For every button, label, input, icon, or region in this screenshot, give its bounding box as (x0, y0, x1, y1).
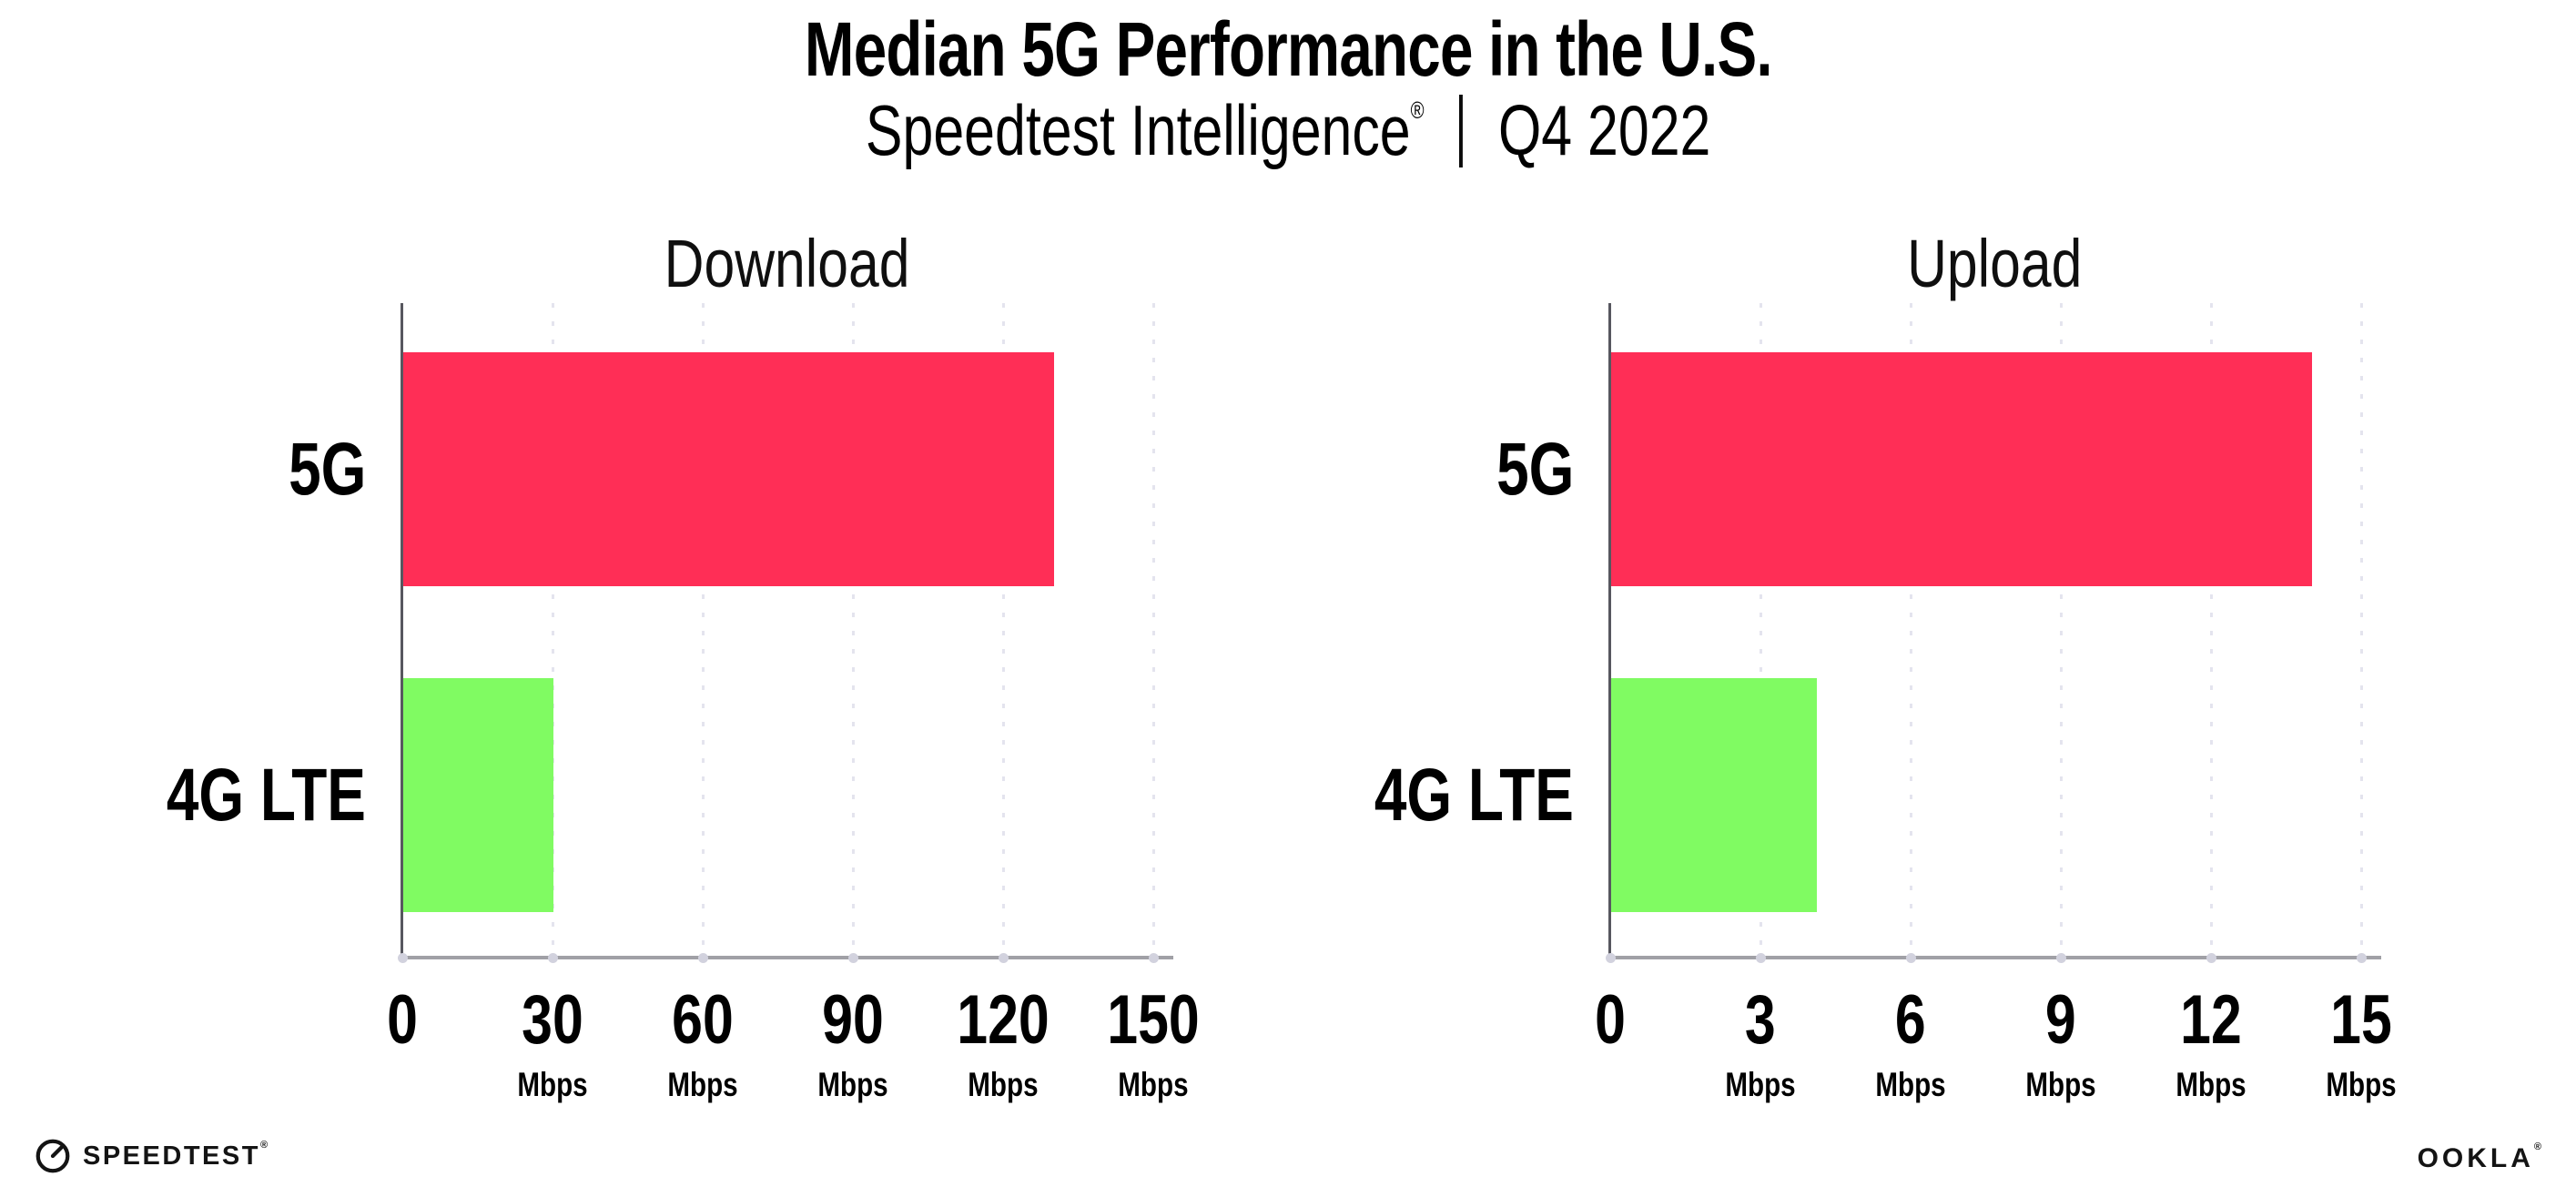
subtitle-brand: Speedtest Intelligence (865, 90, 1411, 170)
bar-4g-lte (403, 678, 553, 912)
speedtest-logo: SPEEDTEST® (35, 1138, 270, 1174)
category-label-5g: 5G (1496, 427, 1574, 511)
category-label-4g-lte: 4G LTE (166, 753, 366, 837)
axis-tick-dot (1606, 953, 1616, 963)
x-tick-label: 30 (522, 981, 583, 1059)
gridline (2210, 303, 2213, 958)
gridline (852, 303, 855, 958)
bar-4g-lte (1611, 678, 1817, 912)
x-tick: 0 (1591, 986, 1629, 1055)
subtitle-period: Q4 2022 (1497, 90, 1711, 170)
x-tick-label: 9 (2045, 981, 2076, 1059)
chart-download: Download 0 30 Mbps 60 Mbps 90 Mbps 120 Mbps 150 Mb… (167, 226, 1200, 1101)
gridline (2360, 303, 2363, 958)
axis-tick-dot (1756, 953, 1766, 963)
plot-area (398, 303, 1173, 963)
ookla-wordmark: OOKLA (2417, 1143, 2534, 1173)
figure-title-text: Median 5G Performance in the U.S. (804, 6, 1773, 92)
x-tick: 90 Mbps (809, 981, 898, 1103)
category-label-5g: 5G (288, 427, 366, 511)
x-tick-label: 150 (1107, 981, 1200, 1059)
ookla-registered-mark: ® (2533, 1141, 2545, 1152)
chart-title: Upload (1907, 226, 2083, 301)
x-tick-label: 12 (2180, 981, 2242, 1059)
x-tick-label: 6 (1895, 981, 1926, 1059)
x-tick-unit: Mbps (2025, 1066, 2096, 1103)
x-tick-label: 120 (957, 981, 1050, 1059)
chart-upload: Upload 0 3 Mbps 6 Mbps 9 Mbps 12 Mbps 15 Mbps 5G 4G … (1374, 226, 2397, 1101)
figure-title: Median 5G Performance in the U.S. (0, 5, 2576, 94)
x-tick: 120 Mbps (946, 981, 1061, 1103)
speedtest-registered-mark: ® (259, 1139, 270, 1151)
x-tick: 12 Mbps (2167, 981, 2256, 1103)
x-tick: 15 Mbps (2317, 981, 2406, 1103)
ookla-logo: OOKLA® (2417, 1141, 2545, 1174)
x-tick: 3 Mbps (1717, 981, 1805, 1103)
x-tick-unit: Mbps (1118, 1066, 1189, 1103)
axis-tick-dot (2357, 953, 2367, 963)
category-label-4g-lte: 4G LTE (1374, 753, 1574, 837)
x-tick: 0 (383, 986, 421, 1055)
x-tick-label: 3 (1745, 981, 1776, 1059)
gridline (1002, 303, 1005, 958)
registered-trademark: ® (1410, 96, 1425, 124)
gridline (552, 303, 554, 958)
x-tick-unit: Mbps (2175, 1066, 2246, 1103)
x-tick-label: 0 (387, 981, 418, 1059)
y-axis-line (401, 303, 403, 959)
bar-5g (403, 352, 1054, 586)
x-tick-unit: Mbps (667, 1066, 738, 1103)
axis-tick-dot (398, 953, 408, 963)
x-tick-unit: Mbps (1875, 1066, 1946, 1103)
x-tick-label: 0 (1595, 981, 1626, 1059)
figure-subtitle: Speedtest Intelligence® Q4 2022 (0, 89, 2576, 172)
plot-area (1606, 303, 2381, 963)
gridline (1152, 303, 1155, 958)
speedtest-gauge-icon (35, 1139, 70, 1173)
x-tick: 60 Mbps (659, 981, 747, 1103)
axis-tick-dot (848, 953, 858, 963)
gridline (1760, 303, 1762, 958)
bar-5g (1611, 352, 2312, 586)
x-tick-label: 90 (822, 981, 884, 1059)
gridline (1910, 303, 1912, 958)
x-tick: 6 Mbps (1867, 981, 1955, 1103)
x-tick: 9 Mbps (2017, 981, 2105, 1103)
x-tick-unit: Mbps (968, 1066, 1039, 1103)
x-tick-unit: Mbps (2326, 1066, 2397, 1103)
axis-tick-dot (1149, 953, 1159, 963)
speedtest-wordmark: SPEEDTEST® (83, 1139, 270, 1171)
chart-title: Download (664, 226, 910, 301)
axis-tick-dot (2206, 953, 2216, 963)
x-axis-line (401, 956, 1173, 959)
subtitle-separator (1459, 95, 1464, 167)
axis-tick-dot (548, 953, 558, 963)
y-axis-line (1608, 303, 1611, 959)
axis-tick-dot (698, 953, 708, 963)
axis-tick-dot (999, 953, 1009, 963)
x-tick-label: 60 (672, 981, 734, 1059)
x-axis-line (1608, 956, 2381, 959)
axis-tick-dot (2056, 953, 2066, 963)
x-tick-unit: Mbps (1725, 1066, 1796, 1103)
x-tick-unit: Mbps (817, 1066, 888, 1103)
x-tick-label: 15 (2330, 981, 2392, 1059)
x-tick-unit: Mbps (517, 1066, 588, 1103)
x-tick: 30 Mbps (509, 981, 597, 1103)
x-tick: 150 Mbps (1096, 981, 1212, 1103)
axis-tick-dot (1906, 953, 1916, 963)
gridline (702, 303, 705, 958)
gridline (2060, 303, 2063, 958)
